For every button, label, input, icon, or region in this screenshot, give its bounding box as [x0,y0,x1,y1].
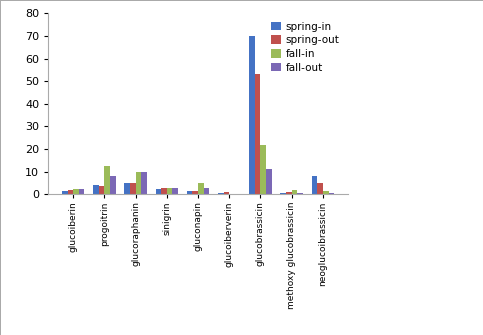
Bar [187,191,192,194]
Bar [255,74,260,194]
Bar [167,188,172,194]
Bar [79,189,85,194]
Bar [281,193,286,194]
Bar [192,191,198,194]
Bar [328,193,334,194]
Bar [93,185,99,194]
Bar [286,192,292,194]
Legend: spring-in, spring-out, fall-in, fall-out: spring-in, spring-out, fall-in, fall-out [268,19,342,76]
Bar [130,183,136,194]
Bar [124,183,130,194]
Bar [68,190,73,194]
Bar [317,183,323,194]
Bar [104,166,110,194]
Bar [249,36,255,194]
Bar [172,188,178,194]
Bar [204,188,209,194]
Bar [292,190,298,194]
Bar [156,189,161,194]
Bar [298,193,303,194]
Bar [198,183,204,194]
Bar [161,188,167,194]
Bar [260,145,266,194]
Bar [312,176,317,194]
Bar [136,172,141,194]
Bar [62,191,68,194]
Bar [99,186,104,194]
Bar [73,189,79,194]
Bar [141,172,147,194]
Bar [323,191,328,194]
Bar [266,170,272,194]
Bar [218,193,224,194]
Bar [110,176,115,194]
Bar [224,192,229,194]
